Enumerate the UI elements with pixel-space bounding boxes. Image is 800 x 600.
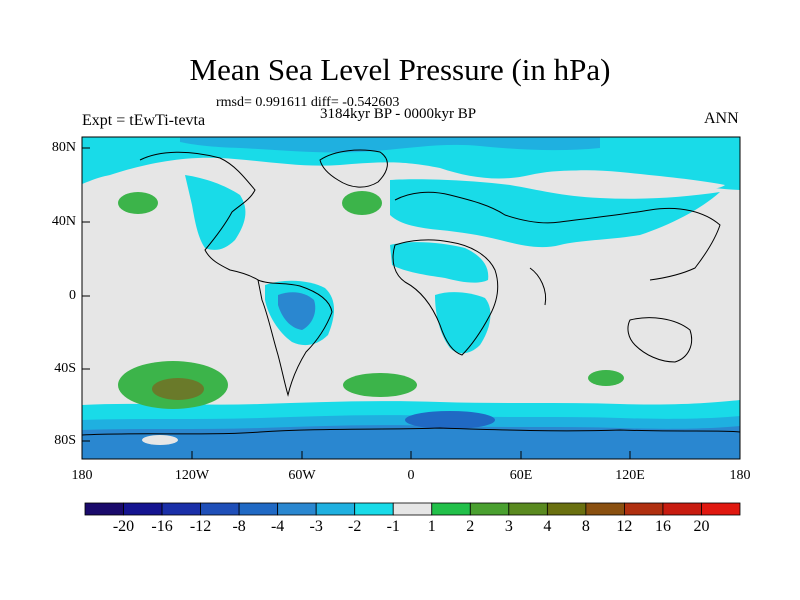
colorbar	[84, 502, 741, 516]
antarctica-coast	[82, 427, 740, 436]
lat-label-40s: 40S	[54, 361, 76, 376]
colorbar-label-4: -4	[270, 518, 285, 535]
arctic-mid-blue	[180, 137, 600, 153]
north-america-coast	[139, 151, 259, 281]
colorbar-label-7: -1	[386, 518, 400, 535]
colorbar-box-15	[662, 502, 702, 516]
colorbar-label-14: 16	[654, 518, 671, 535]
colorbar-label-6: -2	[348, 518, 362, 535]
arctic-light-blue	[82, 137, 740, 190]
north-america-light-blue	[185, 175, 246, 250]
colorbar-box-13	[585, 502, 625, 516]
antarctic-blue	[82, 425, 740, 459]
green-anomaly-pacific-north	[118, 192, 158, 214]
south-america-coast	[257, 279, 333, 397]
colorbar-box-10	[469, 502, 510, 516]
olive-anomaly-pacific-south	[152, 378, 204, 400]
lon-label-180-right: 180	[729, 468, 751, 483]
india-coast	[529, 267, 547, 306]
stats-text: rmsd= 0.991611 diff= -0.542603	[216, 95, 400, 110]
north-africa-light-blue	[390, 242, 489, 283]
lon-label-60e: 60E	[509, 468, 533, 483]
colorbar-label-5: -3	[309, 518, 323, 535]
colorbar-box-5	[277, 502, 317, 516]
period-text: 3184kyr BP - 0000kyr BP	[320, 106, 477, 122]
colorbar-label-8: 1	[427, 518, 436, 535]
colorbar-label-15: 20	[693, 518, 710, 535]
lon-label-60w: 60W	[288, 468, 316, 483]
colorbar-label-0: -20	[112, 518, 135, 535]
australia-coast	[627, 317, 693, 363]
colorbar-label-9: 2	[466, 518, 475, 535]
antarctic-neutral	[142, 435, 178, 445]
africa-coast	[392, 239, 499, 356]
lon-label-0: 0	[407, 468, 415, 483]
colorbar-box-12	[546, 502, 587, 516]
colorbar-label-3: -8	[232, 518, 246, 535]
colorbar-box-14	[624, 502, 664, 516]
map-title: Mean Sea Level Pressure (in hPa)	[189, 52, 611, 87]
antarctic-dark-blue	[405, 411, 495, 429]
colorbar-box-8	[392, 502, 433, 516]
greenland-coast	[319, 149, 388, 188]
coastlines	[82, 149, 740, 436]
lat-label-40n: 40N	[51, 214, 76, 229]
colorbar-box-16	[701, 502, 741, 516]
green-anomaly-atlantic-south	[343, 373, 417, 397]
colorbar-label-12: 8	[581, 518, 590, 535]
map-area	[82, 137, 740, 459]
season-label: ANN	[704, 110, 739, 127]
colorbar-box-11	[508, 502, 548, 516]
lon-label-180-left: 180	[71, 468, 93, 483]
colorbar-box-0	[84, 502, 124, 516]
colorbar-box-6	[315, 502, 356, 516]
colorbar-box-1	[123, 502, 163, 516]
lat-label-80s: 80S	[54, 433, 76, 448]
green-anomaly-atlantic-north	[342, 191, 382, 215]
siberia-neutral	[520, 170, 725, 194]
colorbar-label-13: 12	[616, 518, 633, 535]
colorbar-label-2: -12	[189, 518, 212, 535]
eurasia-light-blue	[390, 179, 720, 248]
eurasia-coast	[394, 191, 721, 281]
colorbar-box-2	[161, 502, 201, 516]
colorbar-box-4	[238, 502, 279, 516]
south-america-blue	[278, 292, 316, 330]
colorbar-label-10: 3	[504, 518, 513, 535]
colorbar-label-1: -16	[151, 518, 173, 535]
lat-label-80n: 80N	[51, 140, 76, 155]
colorbar-box-7	[354, 502, 394, 516]
lon-label-120w: 120W	[174, 468, 210, 483]
lat-label-0: 0	[69, 288, 76, 303]
colorbar-box-3	[200, 502, 240, 516]
green-anomaly-indian-south	[588, 370, 624, 386]
axis-ticks	[82, 147, 631, 459]
colorbar-box-9	[431, 502, 471, 516]
experiment-label: Expt = tEwTi-tevta	[82, 112, 206, 129]
lon-label-120e: 120E	[615, 468, 645, 483]
colorbar-label-11: 4	[543, 518, 552, 535]
